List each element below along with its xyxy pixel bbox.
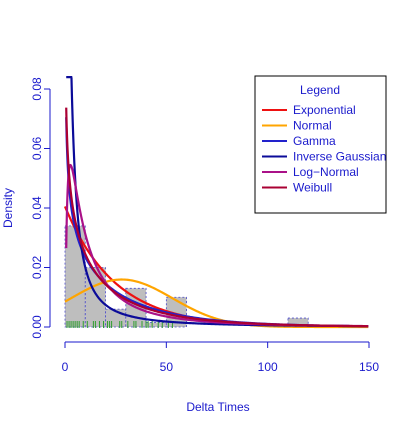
legend-label: Gamma [293,134,336,148]
y-tick-label: 0.04 [30,196,44,220]
x-tick-label: 100 [258,360,278,374]
x-axis-ticks: 0 50 100 150 [62,342,379,374]
y-tick-label: 0.00 [30,315,44,339]
histogram-bar [64,225,86,328]
rug-marks [66,321,173,328]
legend-label: Log−Normal [293,165,359,179]
y-tick-label: 0.08 [30,77,44,101]
x-tick-label: 0 [62,360,69,374]
x-tick-label: 50 [160,360,174,374]
legend-box [254,75,387,214]
legend-label: Weibull [293,181,332,195]
legend-title: Legend [300,83,340,97]
density-curve-weibull [65,107,369,328]
y-axis-label: Density [1,188,15,228]
density-curve-normal [64,278,369,329]
y-axis-ticks: 0.00 0.02 0.04 0.06 0.08 [30,77,50,339]
y-axis: 0.00 0.02 0.04 0.06 0.08 [30,77,51,339]
y-tick-label: 0.02 [30,255,44,279]
histogram-bar [287,317,309,328]
histogram-bar [145,322,167,328]
legend-label: Inverse Gaussian [293,150,386,164]
density-curves [63,75,369,329]
y-tick-label: 0.06 [30,136,44,160]
legend-label: Exponential [293,103,356,117]
x-tick-label: 150 [359,360,379,374]
x-axis: 0 50 100 150 [62,341,379,374]
x-axis-label: Delta Times [186,400,249,414]
legend-label: Normal [293,119,332,133]
